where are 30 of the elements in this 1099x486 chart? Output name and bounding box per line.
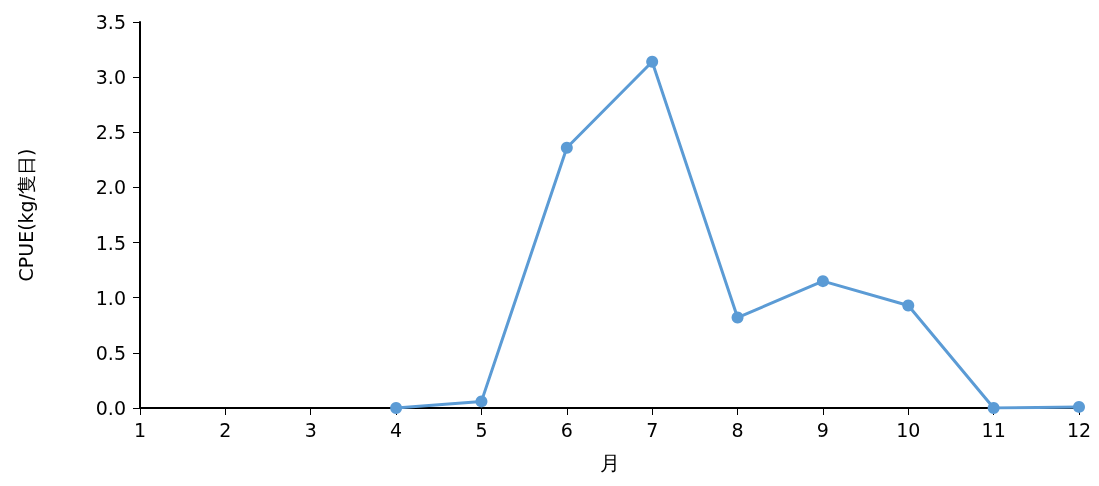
x-tick-label: 3 bbox=[304, 418, 317, 441]
point bbox=[902, 299, 915, 312]
point bbox=[646, 55, 659, 68]
x-tick-label: 5 bbox=[475, 418, 488, 441]
x-tick-label: 11 bbox=[981, 418, 1006, 441]
point bbox=[987, 402, 1000, 414]
x-tick-label: 9 bbox=[816, 418, 829, 441]
point bbox=[816, 275, 829, 288]
point bbox=[560, 141, 573, 154]
x-tick-label: 1 bbox=[133, 418, 147, 441]
point bbox=[390, 402, 403, 414]
x-tick-label: 10 bbox=[896, 418, 921, 441]
y-tick-label: 3.0 bbox=[95, 66, 126, 89]
y-axis-title: CPUE(kg/隻日) bbox=[14, 148, 37, 282]
x-axis-title: 月 bbox=[599, 451, 620, 475]
y-tick-label: 1.0 bbox=[95, 286, 126, 309]
y-tick-label: 3.5 bbox=[95, 11, 126, 33]
x-tick-label: 12 bbox=[1066, 418, 1092, 441]
x-tick-label: 7 bbox=[646, 418, 659, 441]
y-tick-label: 1.5 bbox=[95, 231, 126, 254]
y-tick-label: 0.5 bbox=[95, 341, 126, 364]
y-tick-label: 0.0 bbox=[95, 397, 126, 419]
x-tick-label: 4 bbox=[390, 418, 403, 441]
point bbox=[475, 395, 488, 408]
y-tick-label: 2.5 bbox=[95, 121, 126, 144]
x-tick-label: 6 bbox=[560, 418, 573, 441]
x-tick-label: 2 bbox=[219, 418, 232, 441]
point bbox=[731, 311, 744, 324]
y-tick-label: 2.0 bbox=[95, 176, 126, 199]
x-tick-label: 8 bbox=[731, 418, 744, 441]
